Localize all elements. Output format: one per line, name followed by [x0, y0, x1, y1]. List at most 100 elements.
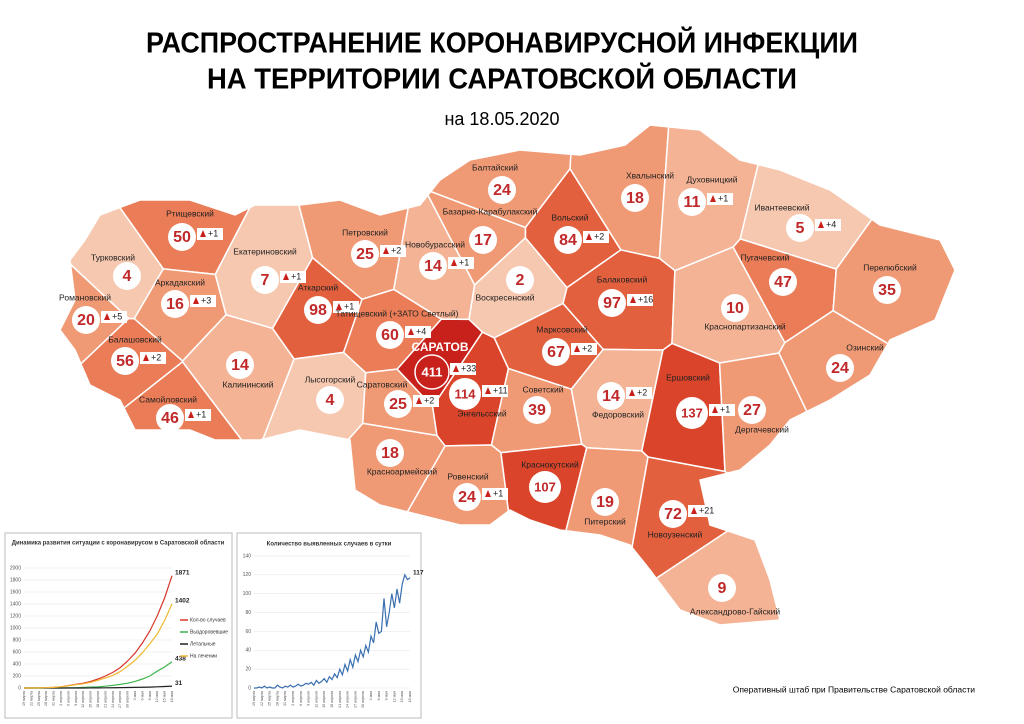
y-tick-label: 1000	[10, 625, 21, 631]
x-tick-label: 6 апреля	[66, 691, 70, 706]
x-tick-label: 9 мая	[385, 691, 389, 700]
title-line: НА ТЕРРИТОРИИ САРАТОВСКОЙ ОБЛАСТИ	[207, 62, 797, 96]
delta-arrow	[283, 273, 289, 280]
count: 14	[602, 388, 620, 405]
count-badge	[506, 266, 534, 294]
footer: Оперативный штаб при Правительстве Сарат…	[733, 684, 976, 694]
y-tick-label: 60	[245, 629, 251, 635]
district-name: Духовницкий	[686, 174, 737, 184]
x-tick-label: 12 апреля	[314, 691, 318, 708]
x-tick-label: 25 марта	[37, 691, 41, 706]
x-tick-label: 15 апреля	[89, 691, 93, 708]
count: 98	[309, 302, 327, 319]
delta-arrow	[629, 389, 635, 396]
delta: +2	[424, 395, 434, 405]
count: 4	[326, 392, 335, 409]
count: 10	[726, 300, 744, 317]
count: 2	[516, 272, 525, 289]
x-tick-label: 6 апреля	[299, 691, 303, 706]
x-tick-label: 31 марта	[283, 691, 287, 706]
x-tick-label: 18 апреля	[330, 691, 334, 708]
count-badge	[598, 289, 626, 317]
count-badge	[251, 266, 279, 294]
count-badge	[419, 252, 447, 280]
end-label: 1871	[175, 569, 190, 576]
district-name: Хвалынский	[626, 170, 674, 180]
end-label: 117	[413, 569, 424, 576]
delta: +5	[112, 311, 122, 321]
district-name: Аркадакский	[155, 277, 205, 287]
y-tick-label: 1800	[10, 577, 21, 583]
x-tick-label: 12 мая	[155, 691, 159, 702]
legend-label: Летальные	[190, 641, 216, 647]
x-tick-label: 18 мая	[170, 691, 174, 702]
delta: +4	[826, 219, 836, 229]
count-badge	[351, 240, 379, 268]
district-area	[346, 422, 447, 513]
x-tick-label: 9 апреля	[74, 691, 78, 706]
district-name: Балтайский	[472, 162, 518, 172]
count-badge	[554, 226, 582, 254]
x-tick-label: 28 марта	[44, 691, 48, 706]
count-badge	[873, 276, 901, 304]
count-badge	[376, 321, 404, 349]
x-tick-label: 27 апреля	[353, 691, 357, 708]
count-badge	[111, 347, 139, 375]
chart-title: Количество выявленных случаев в сутки	[267, 542, 392, 548]
x-tick-label: 21 апреля	[338, 691, 342, 708]
count: 19	[596, 494, 614, 511]
x-tick-label: 19 марта	[252, 691, 256, 706]
x-tick-label: 9 апреля	[307, 691, 311, 706]
chart-frame	[236, 532, 422, 719]
x-tick-label: 27 апреля	[118, 691, 122, 708]
count: 14	[424, 258, 442, 275]
count: 24	[493, 182, 511, 199]
district-name: Ртищевский	[166, 208, 214, 218]
count: 67	[547, 344, 565, 361]
x-tick-label: 25 марта	[268, 691, 272, 706]
count: 18	[381, 445, 399, 462]
delta: +4	[416, 326, 426, 336]
count: 25	[389, 396, 407, 413]
district-name: Федоровский	[592, 409, 644, 419]
x-tick-label: 3 мая	[133, 691, 137, 700]
count: 11	[684, 194, 701, 211]
count-badge	[523, 396, 551, 424]
delta: +1	[718, 193, 728, 203]
delta: +16	[638, 294, 653, 304]
delta: +11	[493, 385, 508, 395]
district-name: САРАТОВ	[411, 340, 468, 354]
count: 114	[455, 386, 477, 401]
count: 46	[161, 410, 179, 427]
x-tick-label: 18 апреля	[96, 691, 100, 708]
count-badge	[621, 184, 649, 212]
district-name: Красноармейский	[367, 466, 438, 476]
count-badge	[316, 386, 344, 414]
x-tick-label: 24 апреля	[346, 691, 350, 708]
district-name: Александрово-Гайский	[690, 606, 781, 616]
delta: +1	[196, 409, 206, 419]
y-tick-label: 100	[243, 591, 252, 597]
x-tick-label: 6 мая	[377, 691, 381, 700]
x-tick-label: 15 мая	[400, 691, 404, 702]
x-tick-label: 15 мая	[163, 691, 167, 702]
y-tick-label: 0	[248, 685, 251, 691]
chart-title: Динамика развития ситуации с коронавирус…	[12, 540, 225, 547]
count: 72	[664, 506, 682, 523]
delta-arrow	[485, 490, 491, 497]
delta-arrow	[336, 303, 342, 310]
district-name: Балашовский	[108, 334, 162, 344]
count-badge	[384, 390, 412, 418]
district-name: Советский	[523, 384, 564, 394]
count: 97	[603, 295, 621, 312]
delta: +2	[151, 352, 161, 362]
x-tick-label: 15 апреля	[322, 691, 326, 708]
count: 18	[626, 190, 644, 207]
count: 84	[559, 232, 577, 249]
y-tick-label: 400	[13, 661, 22, 667]
date: на 18.05.2020	[444, 109, 559, 129]
count: 56	[116, 353, 134, 370]
delta-arrow	[630, 296, 636, 303]
count-badge	[659, 500, 687, 528]
